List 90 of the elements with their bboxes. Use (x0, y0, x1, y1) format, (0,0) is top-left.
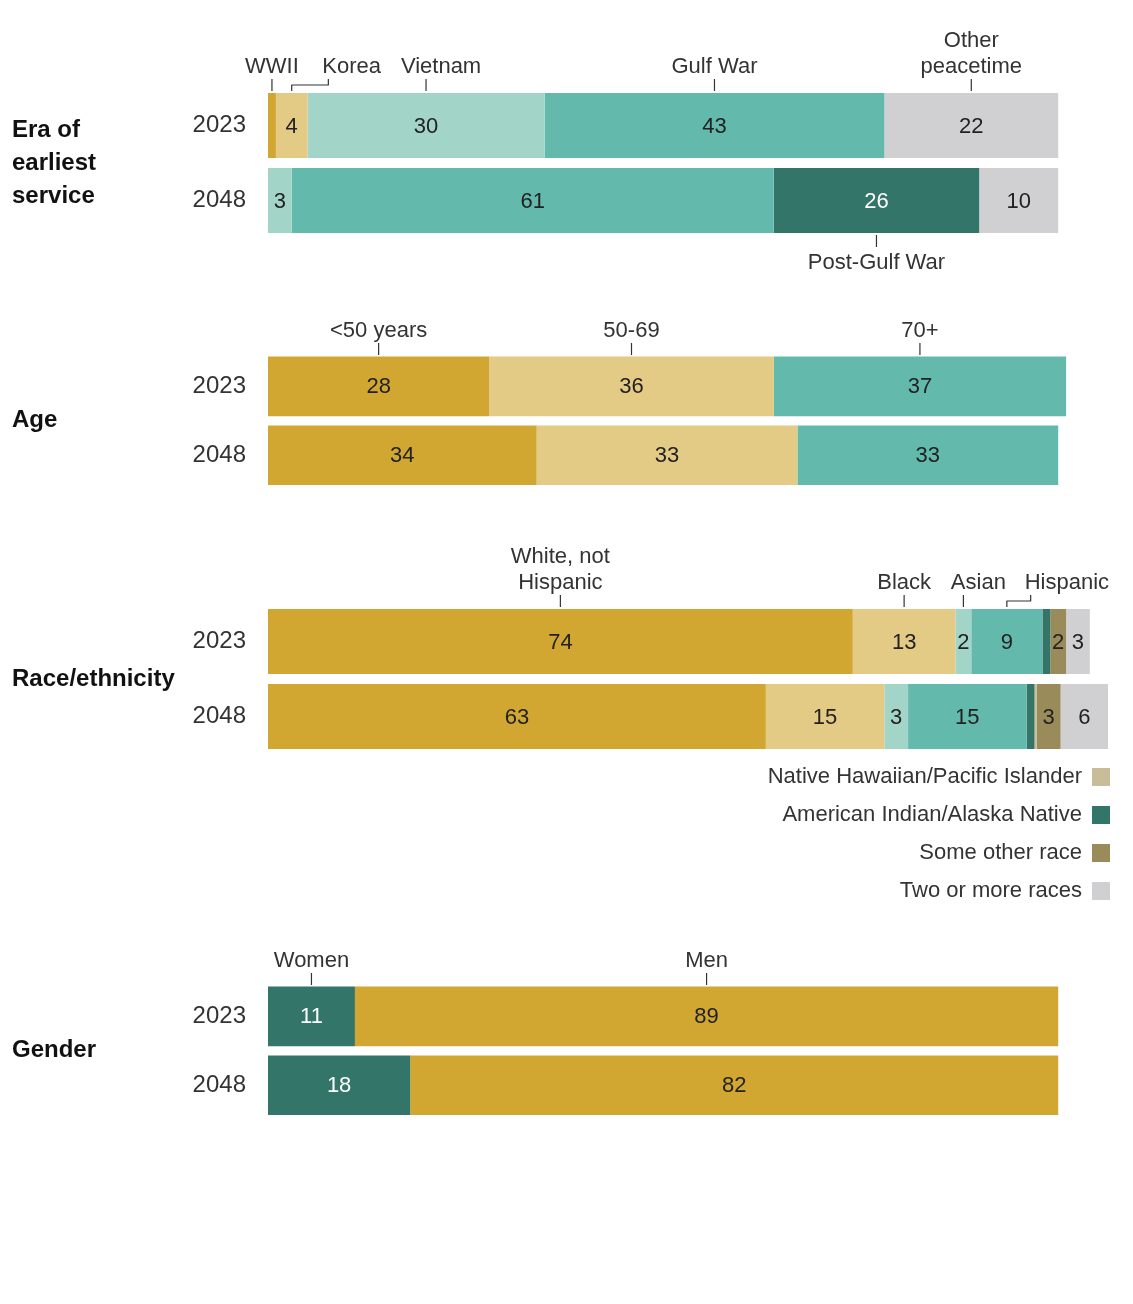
bar (773, 168, 980, 233)
data-label: 18 (326, 1072, 352, 1098)
data-label: 6 (1078, 703, 1091, 729)
data-label: 3 (890, 703, 903, 729)
series-label: Hispanic (1024, 569, 1110, 594)
bar (1050, 609, 1067, 674)
data-label: 26 (864, 187, 889, 213)
bar (307, 93, 545, 158)
bar (979, 168, 1059, 233)
y-tick-label: 2023 (192, 1001, 246, 1029)
y-tick-label: 2048 (192, 185, 246, 213)
bar (1026, 684, 1035, 749)
data-label: 33 (915, 442, 941, 468)
data-label: 61 (520, 187, 545, 213)
bar (268, 684, 766, 749)
data-label: 82 (721, 1072, 747, 1098)
data-label: 89 (694, 1003, 719, 1029)
legend-label: Two or more races (899, 877, 1082, 903)
data-label: 11 (300, 1003, 323, 1029)
bar (773, 356, 1067, 417)
data-label: 74 (548, 628, 573, 654)
bar (1060, 684, 1108, 749)
data-label: 2 (1052, 628, 1065, 654)
data-label: 15 (955, 703, 980, 729)
y-tick-label: 2023 (192, 626, 246, 654)
data-label: 10 (1006, 187, 1031, 213)
y-tick-label: 2023 (192, 371, 246, 399)
bar (971, 609, 1043, 674)
bar (1066, 609, 1090, 674)
data-label: 15 (812, 703, 838, 729)
text: Era of earliest service (12, 114, 97, 208)
series-label: Post-Gulf War (807, 249, 946, 274)
bar (268, 168, 292, 233)
series-label: 50-69 (603, 317, 660, 342)
data-label: 63 (504, 703, 530, 729)
y-tick-label: 2048 (192, 439, 246, 467)
bar (852, 609, 956, 674)
y-tick-label: 2023 (192, 110, 246, 138)
data-label: 3 (1042, 703, 1055, 729)
bar (268, 356, 490, 417)
bar (268, 425, 537, 486)
bar (268, 93, 276, 158)
series-label: Other peacetime (920, 27, 1023, 78)
data-label: 22 (959, 112, 984, 138)
series-label: WWII (245, 53, 299, 78)
data-label: 37 (907, 373, 933, 399)
series-label: Men (685, 947, 728, 972)
bar (797, 425, 1059, 486)
bar (489, 356, 774, 417)
data-label: 2 (957, 628, 970, 654)
text: Race/ethnicity (12, 663, 176, 691)
bar (275, 93, 308, 158)
data-label: 9 (1000, 628, 1013, 654)
bar (544, 93, 885, 158)
bar (1036, 684, 1061, 749)
bar (765, 684, 885, 749)
series-label: Gulf War (671, 53, 758, 78)
legend-label: Some other race (919, 839, 1082, 865)
data-label: 3 (1071, 628, 1085, 654)
series-label: Asian (950, 569, 1006, 594)
bar (884, 684, 909, 749)
data-label: 28 (366, 373, 391, 399)
bar (1042, 609, 1051, 674)
data-label: 4 (285, 112, 298, 138)
data-label: 33 (654, 442, 680, 468)
series-label: White, not Hispanic (510, 543, 610, 594)
y-tick-label: 2048 (192, 1069, 246, 1097)
data-label: 43 (702, 112, 727, 138)
legend-label: Native Hawaiian/Pacific Islander (767, 763, 1082, 789)
bar (884, 93, 1059, 158)
text: Gender (12, 1035, 97, 1063)
data-label: 30 (413, 112, 439, 138)
series-label: Black (877, 569, 933, 594)
data-label: 34 (390, 442, 415, 468)
bar (291, 168, 774, 233)
series-label: Women (273, 947, 350, 972)
text: Age (12, 405, 58, 433)
bar (268, 609, 853, 674)
series-label: Vietnam (400, 53, 482, 78)
series-label: Korea (322, 53, 382, 78)
data-label: 3 (273, 187, 286, 213)
legend-label: American Indian/Alaska Native (782, 801, 1082, 827)
bar (955, 609, 972, 674)
series-label: <50 years (330, 317, 428, 342)
data-label: 13 (891, 628, 917, 654)
series-label: 70+ (901, 317, 939, 342)
data-label: 36 (619, 373, 644, 399)
y-tick-label: 2048 (192, 701, 246, 729)
bar (536, 425, 798, 486)
bar (908, 684, 1027, 749)
